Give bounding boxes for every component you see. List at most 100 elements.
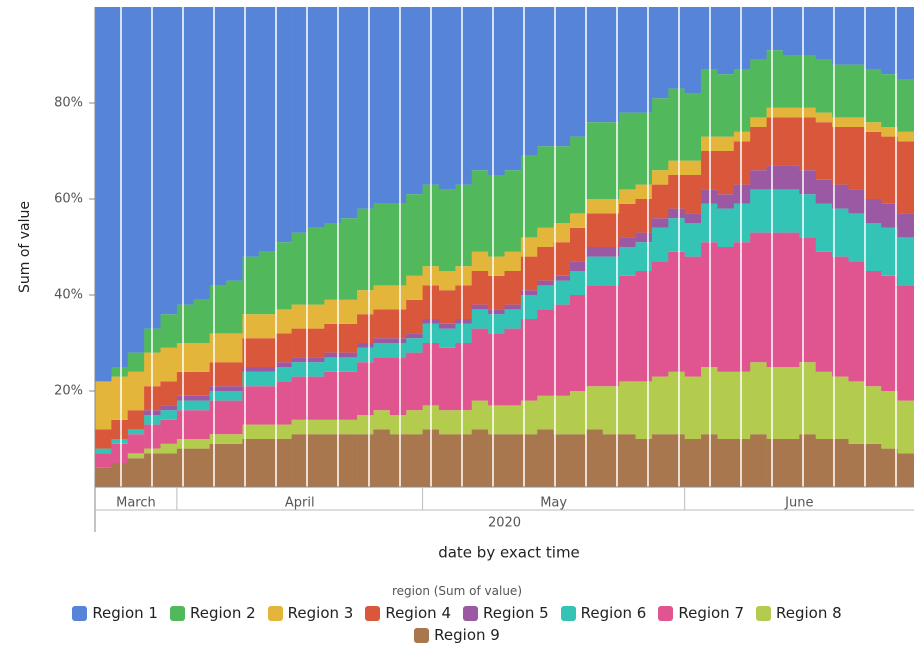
bar-segment — [291, 419, 309, 435]
bar-segment — [160, 410, 178, 420]
bar-segment — [766, 439, 784, 487]
bar-segment — [668, 208, 685, 219]
bar-segment — [193, 448, 210, 487]
bar-segment — [504, 328, 522, 406]
bar-segment — [537, 285, 554, 310]
bar-segment — [799, 362, 817, 435]
legend-item[interactable]: Region 5 — [463, 604, 549, 622]
bar-segment — [373, 203, 391, 286]
bar-segment — [242, 439, 260, 487]
bar-segment — [504, 251, 522, 271]
bar-segment — [340, 371, 358, 420]
bar-segment — [406, 352, 423, 411]
legend-item[interactable]: Region 2 — [169, 604, 256, 622]
legend-swatch — [267, 605, 283, 621]
bar-segment — [406, 333, 423, 339]
bar-segment — [226, 400, 243, 435]
bar-segment — [209, 391, 227, 401]
bar-segment — [488, 7, 505, 175]
bar-segment — [520, 295, 538, 319]
bar-segment — [275, 333, 292, 363]
bar-segment — [209, 7, 227, 286]
bar-segment — [848, 213, 866, 262]
bar-segment — [881, 7, 898, 75]
legend-label: Region 2 — [189, 604, 256, 622]
bar-segment — [602, 285, 620, 387]
bar-segment — [209, 362, 227, 387]
bar-segment — [848, 64, 866, 118]
bar-segment — [406, 434, 423, 487]
bar-segment — [389, 415, 407, 435]
bar-segment — [488, 405, 505, 435]
bar-segment — [750, 117, 767, 127]
legend-item[interactable]: Region 1 — [72, 604, 158, 622]
bar-segment — [537, 280, 554, 286]
legend-swatch — [72, 605, 88, 621]
bar-segment — [95, 381, 112, 430]
bar-segment — [537, 429, 554, 487]
bar-segment — [193, 343, 210, 372]
bar-segment — [455, 410, 473, 435]
bar-segment — [504, 7, 522, 171]
bar-segment — [176, 439, 194, 449]
bar-segment — [357, 347, 374, 363]
bar-segment — [324, 434, 341, 487]
bar-segment — [291, 357, 309, 363]
bar-segment — [717, 7, 735, 75]
legend-item[interactable]: Region 7 — [658, 604, 744, 622]
bar-segment — [209, 285, 227, 334]
bar-segment — [242, 256, 260, 315]
bar-segment — [733, 242, 751, 372]
bar-segment — [95, 429, 112, 449]
bar-segment — [373, 285, 391, 310]
bar-segment — [553, 275, 571, 281]
bar-segment — [635, 199, 653, 233]
bar-segment — [389, 7, 407, 204]
legend-swatch — [169, 605, 185, 621]
legend-swatch — [658, 605, 674, 621]
bar-segment — [684, 93, 702, 161]
bar-segment — [799, 107, 817, 118]
bar-segment — [799, 55, 817, 108]
bar-segment — [733, 69, 751, 132]
legend-item[interactable]: Region 3 — [267, 604, 353, 622]
bar-segment — [438, 189, 456, 271]
bar-segment — [651, 7, 669, 99]
bar-segment — [258, 439, 276, 487]
bar-segment — [684, 213, 702, 223]
legend-item[interactable]: Region 4 — [365, 604, 451, 622]
bar-segment — [438, 347, 456, 411]
bar-segment — [307, 362, 325, 377]
bar-segment — [226, 333, 243, 363]
bar-segment — [668, 7, 685, 89]
bar-segment — [782, 367, 800, 439]
legend-item[interactable]: Region 9 — [414, 626, 500, 644]
bar-segment — [291, 328, 309, 358]
legend-item[interactable]: Region 8 — [756, 604, 842, 622]
bar-segment — [570, 295, 587, 391]
bar-segment — [520, 434, 538, 487]
bar-segment — [619, 247, 636, 276]
bar-segment — [504, 271, 522, 305]
bar-segment — [799, 7, 817, 55]
bar-segment — [864, 69, 882, 123]
legend-title: region (Sum of value) — [391, 584, 522, 598]
bar-segment — [717, 247, 735, 372]
bar-segment — [750, 189, 767, 233]
legend-label: Region 6 — [580, 604, 647, 622]
bar-segment — [258, 367, 276, 372]
bar-segment — [733, 7, 751, 70]
bar-segment — [651, 261, 669, 377]
bar-segment — [619, 237, 636, 247]
bar-segment — [471, 7, 489, 171]
bar-segment — [340, 434, 358, 487]
bar-segment — [897, 400, 914, 454]
bar-segment — [160, 314, 178, 348]
bar-segment — [373, 357, 391, 411]
bar-segment — [455, 266, 473, 286]
bar-segment — [733, 203, 751, 243]
bar-segment — [602, 199, 620, 214]
legend-item[interactable]: Region 6 — [560, 604, 647, 622]
bar-segment — [537, 146, 554, 228]
legend-label: Region 5 — [483, 604, 549, 622]
